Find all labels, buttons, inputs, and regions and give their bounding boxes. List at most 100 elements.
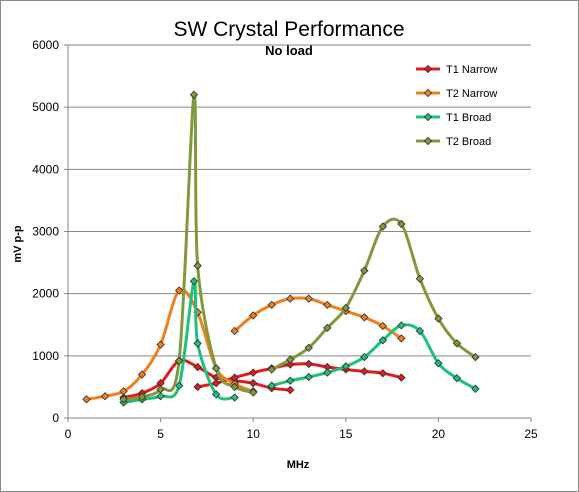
data-point-t1-broad [189, 277, 199, 286]
x-axis-title: MHz [287, 459, 310, 471]
data-point-t1-broad [193, 339, 202, 348]
data-point-t2-broad [267, 365, 276, 374]
data-point-t2-broad [230, 382, 239, 392]
series-t2-narrow [82, 286, 406, 404]
data-point-t2-broad [193, 261, 202, 270]
legend: T1 Narrow T2 Narrow T1 Broad T2 Broad [416, 64, 497, 148]
series-line-t2-narrow [233, 296, 403, 340]
x-tick-labels: 0 5 10 15 20 25 [65, 427, 538, 441]
data-point-t2-broad [434, 314, 443, 323]
data-point-t2-narrow [397, 334, 406, 343]
legend-item-t1-narrow: T1 Narrow [416, 64, 497, 76]
data-point-t1-broad [211, 390, 221, 399]
y-tick-label: 5000 [32, 100, 59, 114]
data-point-t2-broad [323, 323, 332, 333]
y-tick-label: 6000 [32, 38, 59, 52]
data-point-t1-narrow [193, 382, 202, 392]
legend-label: T1 Broad [446, 112, 491, 124]
data-point-t1-broad [360, 352, 369, 362]
series-t1-broad [119, 277, 480, 407]
data-point-t2-broad [137, 392, 147, 402]
data-point-t2-broad [397, 219, 406, 229]
series-t2-broad [119, 90, 480, 404]
data-point-t1-narrow [286, 360, 295, 369]
legend-item-t2-narrow: T2 Narrow [416, 88, 497, 100]
data-point-t2-narrow [323, 300, 332, 310]
data-point-t1-broad [286, 376, 295, 385]
data-point-t1-narrow [193, 362, 202, 372]
data-point-t2-narrow [230, 326, 239, 336]
data-point-t2-narrow [378, 321, 388, 331]
legend-marker [423, 88, 433, 98]
chart-subtitle: No load [265, 43, 313, 58]
data-point-t1-narrow [360, 367, 369, 376]
data-point-t1-narrow [378, 369, 388, 378]
data-point-t1-narrow [211, 379, 221, 388]
data-point-t2-narrow [82, 395, 91, 404]
data-point-t1-narrow [249, 379, 258, 388]
data-point-t2-broad [249, 388, 258, 397]
legend-marker [423, 112, 433, 122]
series-line-t2-narrow [85, 288, 255, 401]
y-tick-label: 4000 [32, 162, 59, 176]
legend-item-t1-broad: T1 Broad [416, 112, 491, 124]
y-tick-label: 0 [52, 411, 59, 425]
data-point-t2-narrow [249, 311, 258, 320]
data-point-t1-broad [230, 393, 239, 402]
data-point-t2-broad [119, 395, 128, 404]
data-point-t1-narrow [397, 373, 406, 382]
data-point-t2-broad [286, 355, 295, 364]
x-tick-label: 15 [339, 427, 353, 441]
data-point-t1-broad [471, 384, 480, 393]
series-line-t2-broad [122, 92, 255, 401]
data-point-t1-narrow [286, 385, 295, 395]
data-point-t2-narrow [156, 340, 165, 349]
data-point-t2-broad [360, 266, 369, 275]
legend-label: T2 Broad [446, 136, 491, 148]
data-point-t1-broad [267, 381, 276, 390]
data-point-t2-narrow [286, 294, 295, 303]
x-tick-label: 0 [65, 427, 72, 441]
legend-item-t2-broad: T2 Broad [416, 136, 491, 148]
data-point-t2-narrow [174, 286, 184, 295]
axes [64, 44, 532, 422]
data-point-t1-broad [397, 321, 406, 330]
legend-label: T1 Narrow [446, 64, 497, 76]
data-point-t2-broad [189, 90, 199, 99]
data-point-t1-broad [452, 374, 462, 383]
data-point-t1-broad [156, 392, 165, 401]
series-lines [82, 90, 480, 407]
series-line-t1-broad [270, 323, 477, 391]
data-point-t2-broad [211, 364, 221, 373]
data-point-t1-broad [341, 362, 350, 371]
data-point-t1-broad [415, 326, 425, 336]
data-point-t1-broad [304, 372, 313, 382]
data-point-t2-narrow [304, 294, 313, 303]
x-tick-label: 10 [247, 427, 261, 441]
data-point-t2-narrow [119, 387, 128, 396]
data-point-t2-narrow [360, 313, 369, 322]
data-point-t2-broad [378, 222, 388, 231]
data-point-t2-broad [415, 274, 425, 283]
data-point-t2-broad [156, 385, 165, 394]
data-point-t1-broad [434, 359, 443, 368]
chart-title: SW Crystal Performance [173, 18, 404, 41]
y-tick-label: 3000 [32, 225, 59, 239]
y-tick-label: 1000 [32, 349, 59, 363]
data-point-t2-narrow [100, 392, 110, 401]
data-point-t2-broad [471, 352, 480, 362]
x-tick-label: 25 [524, 427, 538, 441]
data-point-t2-broad [452, 339, 462, 348]
y-axis-title: mV p-p [12, 225, 24, 263]
data-point-t1-broad [174, 381, 184, 390]
legend-marker [423, 136, 433, 146]
y-tick-labels: 0 1000 2000 3000 4000 5000 6000 [32, 38, 59, 425]
data-point-t1-narrow [304, 359, 313, 369]
y-tick-label: 2000 [32, 287, 59, 301]
data-point-t2-broad [174, 356, 184, 365]
legend-marker [423, 64, 433, 74]
data-point-t2-narrow [137, 370, 147, 379]
data-point-t1-narrow [249, 368, 258, 377]
